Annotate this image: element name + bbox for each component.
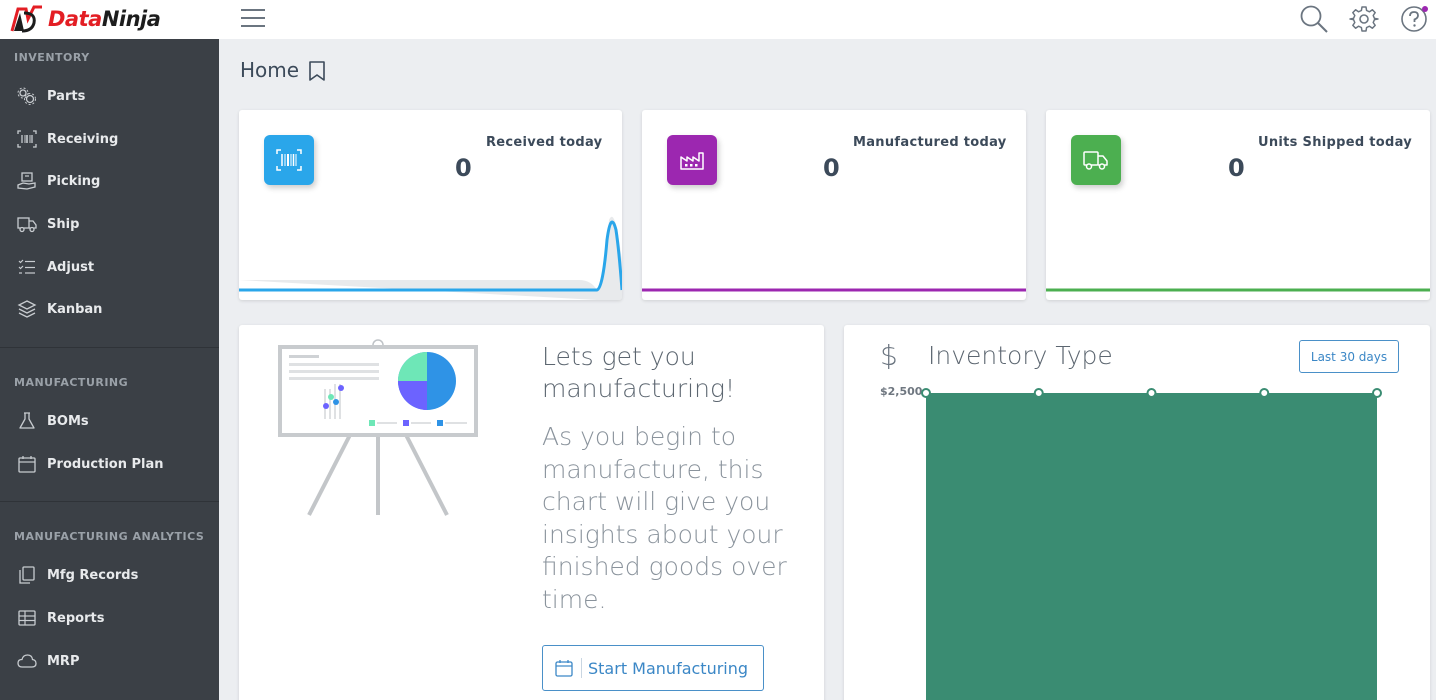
help-icon[interactable] — [1399, 4, 1429, 34]
stat-label: Units Shipped today — [1258, 135, 1413, 150]
copy-icon — [17, 565, 37, 585]
section-manufacturing: MANUFACTURING — [14, 376, 129, 389]
sidebar-item-boms[interactable]: BOMs — [0, 401, 219, 441]
page-title: Home — [240, 58, 300, 82]
factory-icon — [667, 135, 717, 185]
dollar-icon: $ — [880, 339, 898, 372]
calendar-icon — [555, 660, 573, 677]
presentation-board-illustration — [278, 339, 478, 516]
sidebar-item-label: Receiving — [47, 131, 119, 147]
sidebar-item-reports[interactable]: Reports — [0, 598, 219, 638]
data-point[interactable] — [1259, 388, 1270, 398]
area-series — [926, 393, 1377, 700]
search-icon[interactable] — [1299, 4, 1329, 34]
y-axis-tick-label: $2,500 — [880, 385, 923, 398]
sidebar-item-kanban[interactable]: Kanban — [0, 289, 219, 329]
stat-value: 0 — [1228, 154, 1245, 182]
section-inventory: INVENTORY — [14, 51, 90, 64]
sidebar-item-mfg-records[interactable]: Mfg Records — [0, 555, 219, 595]
sidebar-item-mrp[interactable]: MRP — [0, 641, 219, 681]
start-manufacturing-label: Start Manufacturing — [588, 658, 749, 678]
flask-icon — [17, 411, 37, 431]
sidebar-item-receiving[interactable]: Receiving — [0, 119, 219, 159]
sidebar-item-adjust[interactable]: Adjust — [0, 247, 219, 287]
sidebar: INVENTORY Parts Receiving Picking Ship A… — [0, 39, 219, 700]
bookmark-icon[interactable] — [308, 60, 326, 82]
truck-icon — [1071, 135, 1121, 185]
top-bar: DataNinja — [0, 0, 1436, 39]
stat-sparkline — [642, 288, 1026, 292]
truck-icon — [17, 214, 37, 234]
stat-card-received: Received today 0 — [239, 110, 622, 300]
section-manufacturing-analytics: MANUFACTURING ANALYTICS — [14, 530, 205, 543]
brand-name: DataNinja — [48, 7, 161, 31]
gears-icon — [17, 86, 37, 106]
sidebar-item-label: Adjust — [47, 259, 95, 275]
inventory-area-chart — [921, 388, 1382, 700]
data-point[interactable] — [1033, 388, 1044, 398]
sidebar-item-label: MRP — [47, 653, 80, 669]
inventory-type-card: $ Inventory Type Last 30 days $2,500 — [844, 325, 1430, 700]
button-separator — [581, 658, 582, 678]
data-point[interactable] — [1146, 388, 1157, 398]
barcode-icon — [17, 129, 37, 149]
checklist-icon — [17, 257, 37, 277]
stat-value: 0 — [455, 154, 472, 182]
sidebar-item-label: Ship — [47, 216, 80, 232]
data-point[interactable] — [921, 388, 931, 398]
sidebar-item-label: BOMs — [47, 413, 89, 429]
welcome-body: As you begin to manufacture, this chart … — [542, 422, 787, 614]
sidebar-item-label: Production Plan — [47, 456, 164, 472]
table-icon — [17, 608, 37, 628]
sidebar-item-picking[interactable]: Picking — [0, 161, 219, 201]
stat-label: Received today — [486, 135, 603, 150]
barcode-scan-icon — [264, 135, 314, 185]
cloud-icon — [17, 651, 37, 671]
welcome-card: Lets get you manufacturing! As you begin… — [239, 325, 824, 700]
stat-sparkline — [1046, 288, 1430, 292]
stat-card-shipped: Units Shipped today 0 — [1046, 110, 1430, 300]
stat-label: Manufactured today — [853, 135, 1007, 150]
calendar-icon — [17, 454, 37, 474]
stat-card-manufactured: Manufactured today 0 — [642, 110, 1026, 300]
inventory-type-title: Inventory Type — [928, 341, 1113, 370]
layers-icon — [17, 299, 37, 319]
sidebar-item-ship[interactable]: Ship — [0, 204, 219, 244]
welcome-title: Lets get you manufacturing! — [542, 342, 735, 403]
sidebar-item-label: Reports — [47, 610, 105, 626]
sidebar-item-label: Mfg Records — [47, 567, 139, 583]
brand-logo[interactable]: DataNinja — [10, 4, 161, 34]
sidebar-item-label: Kanban — [47, 301, 103, 317]
sidebar-item-label: Picking — [47, 173, 101, 189]
sidebar-divider — [0, 501, 219, 502]
gear-icon[interactable] — [1349, 4, 1379, 34]
sidebar-item-parts[interactable]: Parts — [0, 76, 219, 116]
sidebar-divider — [0, 347, 219, 348]
menu-icon[interactable] — [240, 6, 266, 30]
logo-icon — [10, 5, 42, 33]
hand-box-icon — [17, 171, 37, 191]
date-range-button[interactable]: Last 30 days — [1299, 340, 1399, 373]
stat-sparkline — [239, 216, 622, 300]
sidebar-item-production-plan[interactable]: Production Plan — [0, 444, 219, 484]
sidebar-item-label: Parts — [47, 88, 86, 104]
stat-value: 0 — [823, 154, 840, 182]
start-manufacturing-button[interactable]: Start Manufacturing — [542, 645, 764, 691]
data-point[interactable] — [1372, 388, 1382, 398]
